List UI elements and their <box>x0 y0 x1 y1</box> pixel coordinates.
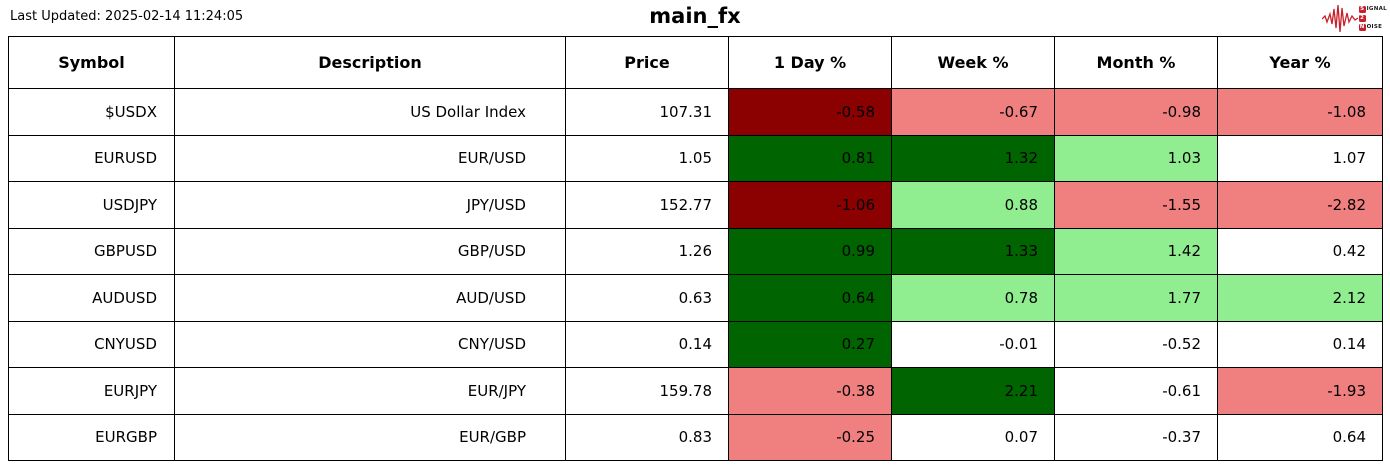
description-cell: EUR/GBP <box>174 413 566 461</box>
logo-line-2: 2 <box>1358 14 1387 23</box>
col-header-price: Price <box>565 36 729 89</box>
logo-line-signal: S IGNAL <box>1358 5 1387 14</box>
price-cell: 159.78 <box>565 367 729 415</box>
col-header-week-pct: Week % <box>891 36 1055 89</box>
week-pct-cell: -0.01 <box>891 320 1055 368</box>
month-pct-cell: -1.55 <box>1054 181 1218 229</box>
logo-line-noise-text: OISE <box>1366 24 1383 30</box>
description-cell: JPY/USD <box>174 181 566 229</box>
year-pct-cell: -2.82 <box>1217 181 1383 229</box>
logo-letter-box-2: 2 <box>1358 14 1366 22</box>
symbol-cell: $USDX <box>8 88 175 136</box>
symbol-cell: GBPUSD <box>8 227 175 275</box>
week-pct-cell: 1.33 <box>891 227 1055 275</box>
symbol-cell: EURJPY <box>8 367 175 415</box>
last-updated-timestamp: Last Updated: 2025-02-14 11:24:05 <box>10 9 244 24</box>
col-header-month-pct: Month % <box>1054 36 1218 89</box>
year-pct-cell: 0.64 <box>1217 413 1383 461</box>
1day-pct-cell: -0.38 <box>728 367 892 415</box>
month-pct-cell: 1.77 <box>1054 274 1218 322</box>
1day-pct-cell: 0.27 <box>728 320 892 368</box>
table-row: $USDX US Dollar Index 107.31 -0.58 -0.67 -0.9… <box>8 88 1383 136</box>
logo-line-noise: N OISE <box>1358 23 1387 32</box>
signal2noise-logo: S IGNAL 2 N OISE <box>1321 2 1387 34</box>
table-row: EURUSD EUR/USD 1.05 0.81 1.32 1.03 1.07 <box>8 134 1383 182</box>
col-header-description: Description <box>174 36 566 89</box>
year-pct-cell: 0.14 <box>1217 320 1383 368</box>
week-pct-cell: 0.07 <box>891 413 1055 461</box>
description-cell: EUR/JPY <box>174 367 566 415</box>
price-cell: 1.26 <box>565 227 729 275</box>
price-cell: 0.63 <box>565 274 729 322</box>
table-header-row: Symbol Description Price 1 Day % Week % … <box>8 36 1383 89</box>
fx-table-body: $USDX US Dollar Index 107.31 -0.58 -0.67 -0.9… <box>8 88 1383 461</box>
fx-table: Symbol Description Price 1 Day % Week % … <box>8 36 1383 461</box>
price-cell: 107.31 <box>565 88 729 136</box>
1day-pct-cell: 0.99 <box>728 227 892 275</box>
description-cell: GBP/USD <box>174 227 566 275</box>
week-pct-cell: 0.88 <box>891 181 1055 229</box>
description-cell: US Dollar Index <box>174 88 566 136</box>
month-pct-cell: 1.03 <box>1054 134 1218 182</box>
logo-letter-box-n: N <box>1358 23 1366 31</box>
description-cell: EUR/USD <box>174 134 566 182</box>
year-pct-cell: -1.93 <box>1217 367 1383 415</box>
symbol-cell: USDJPY <box>8 181 175 229</box>
page-title: main_fx <box>649 4 741 28</box>
symbol-cell: CNYUSD <box>8 320 175 368</box>
table-row: EURJPY EUR/JPY 159.78 -0.38 2.21 -0.61 -1.93 <box>8 367 1383 415</box>
logo-letter-box-s: S <box>1358 5 1366 13</box>
symbol-cell: AUDUSD <box>8 274 175 322</box>
table-row: AUDUSD AUD/USD 0.63 0.64 0.78 1.77 2.12 <box>8 274 1383 322</box>
year-pct-cell: -1.08 <box>1217 88 1383 136</box>
logo-line-signal-text: IGNAL <box>1366 6 1387 12</box>
week-pct-cell: 1.32 <box>891 134 1055 182</box>
month-pct-cell: 1.42 <box>1054 227 1218 275</box>
month-pct-cell: -0.52 <box>1054 320 1218 368</box>
col-header-1day-pct: 1 Day % <box>728 36 892 89</box>
symbol-cell: EURGBP <box>8 413 175 461</box>
1day-pct-cell: -0.25 <box>728 413 892 461</box>
topbar: Last Updated: 2025-02-14 11:24:05 main_f… <box>0 0 1390 36</box>
1day-pct-cell: 0.81 <box>728 134 892 182</box>
1day-pct-cell: 0.64 <box>728 274 892 322</box>
col-header-year-pct: Year % <box>1217 36 1383 89</box>
year-pct-cell: 1.07 <box>1217 134 1383 182</box>
month-pct-cell: -0.61 <box>1054 367 1218 415</box>
table-row: EURGBP EUR/GBP 0.83 -0.25 0.07 -0.37 0.64 <box>8 413 1383 461</box>
year-pct-cell: 0.42 <box>1217 227 1383 275</box>
description-cell: AUD/USD <box>174 274 566 322</box>
week-pct-cell: -0.67 <box>891 88 1055 136</box>
year-pct-cell: 2.12 <box>1217 274 1383 322</box>
col-header-symbol: Symbol <box>8 36 175 89</box>
month-pct-cell: -0.98 <box>1054 88 1218 136</box>
table-row: CNYUSD CNY/USD 0.14 0.27 -0.01 -0.52 0.14 <box>8 320 1383 368</box>
price-cell: 1.05 <box>565 134 729 182</box>
1day-pct-cell: -1.06 <box>728 181 892 229</box>
1day-pct-cell: -0.58 <box>728 88 892 136</box>
logo-text: S IGNAL 2 N OISE <box>1358 5 1387 32</box>
waveform-icon <box>1321 4 1358 33</box>
table-row: USDJPY JPY/USD 152.77 -1.06 0.88 -1.55 -2.82 <box>8 181 1383 229</box>
price-cell: 152.77 <box>565 181 729 229</box>
table-row: GBPUSD GBP/USD 1.26 0.99 1.33 1.42 0.42 <box>8 227 1383 275</box>
month-pct-cell: -0.37 <box>1054 413 1218 461</box>
week-pct-cell: 0.78 <box>891 274 1055 322</box>
price-cell: 0.83 <box>565 413 729 461</box>
week-pct-cell: 2.21 <box>891 367 1055 415</box>
price-cell: 0.14 <box>565 320 729 368</box>
symbol-cell: EURUSD <box>8 134 175 182</box>
description-cell: CNY/USD <box>174 320 566 368</box>
